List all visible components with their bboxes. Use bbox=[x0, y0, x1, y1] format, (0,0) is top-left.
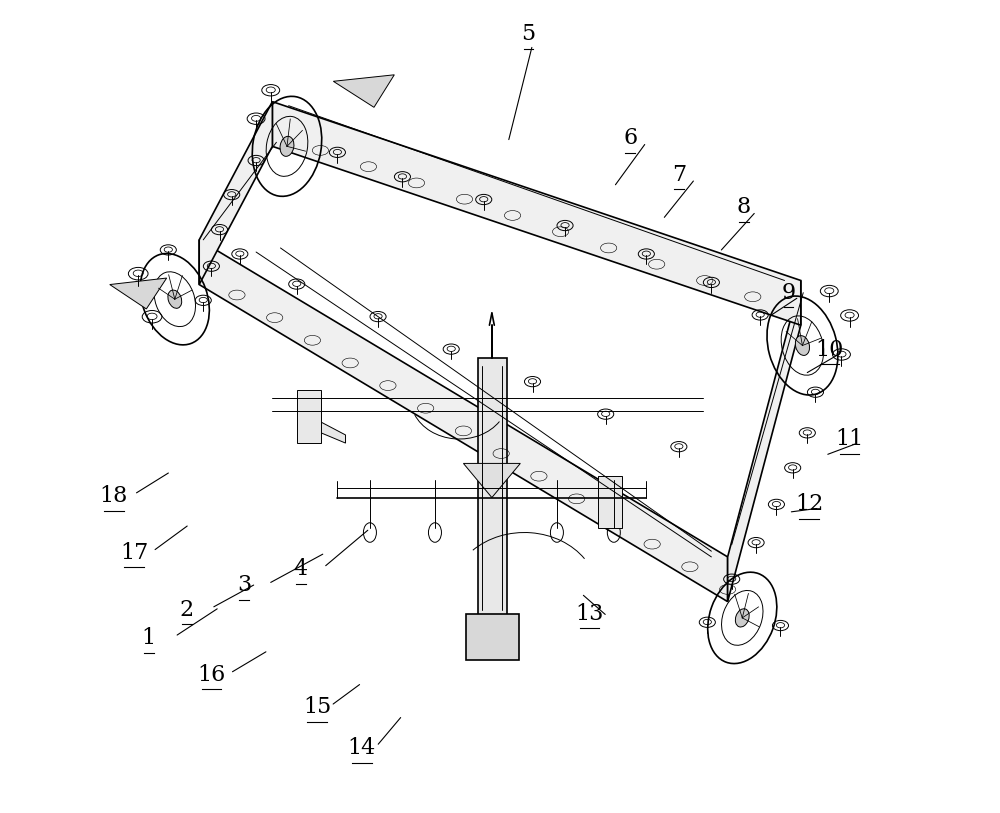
Polygon shape bbox=[333, 75, 394, 107]
Polygon shape bbox=[301, 398, 346, 443]
Polygon shape bbox=[728, 280, 801, 602]
Text: 4: 4 bbox=[294, 558, 308, 580]
Ellipse shape bbox=[735, 609, 749, 627]
Text: 13: 13 bbox=[575, 602, 604, 625]
Polygon shape bbox=[199, 240, 728, 602]
Polygon shape bbox=[199, 102, 272, 285]
Text: 18: 18 bbox=[100, 485, 128, 507]
Ellipse shape bbox=[168, 290, 182, 308]
Text: 17: 17 bbox=[120, 541, 148, 564]
Text: 7: 7 bbox=[672, 163, 686, 186]
Polygon shape bbox=[297, 390, 321, 443]
Text: 6: 6 bbox=[623, 127, 637, 150]
Polygon shape bbox=[463, 463, 520, 498]
Text: 12: 12 bbox=[795, 493, 823, 515]
Text: 9: 9 bbox=[782, 281, 796, 304]
Text: 8: 8 bbox=[737, 196, 751, 219]
Text: 3: 3 bbox=[237, 574, 251, 597]
Polygon shape bbox=[598, 476, 622, 528]
Text: 16: 16 bbox=[197, 663, 226, 686]
Ellipse shape bbox=[280, 137, 294, 156]
Polygon shape bbox=[466, 614, 519, 660]
Polygon shape bbox=[272, 102, 801, 325]
Polygon shape bbox=[478, 358, 507, 618]
Text: 10: 10 bbox=[815, 338, 843, 361]
Text: 11: 11 bbox=[835, 428, 864, 450]
Polygon shape bbox=[110, 278, 167, 309]
Text: 5: 5 bbox=[521, 23, 536, 46]
Text: 14: 14 bbox=[348, 737, 376, 759]
Text: 15: 15 bbox=[303, 696, 331, 719]
Text: 2: 2 bbox=[180, 598, 194, 621]
Text: 1: 1 bbox=[142, 627, 156, 650]
Ellipse shape bbox=[795, 336, 810, 355]
